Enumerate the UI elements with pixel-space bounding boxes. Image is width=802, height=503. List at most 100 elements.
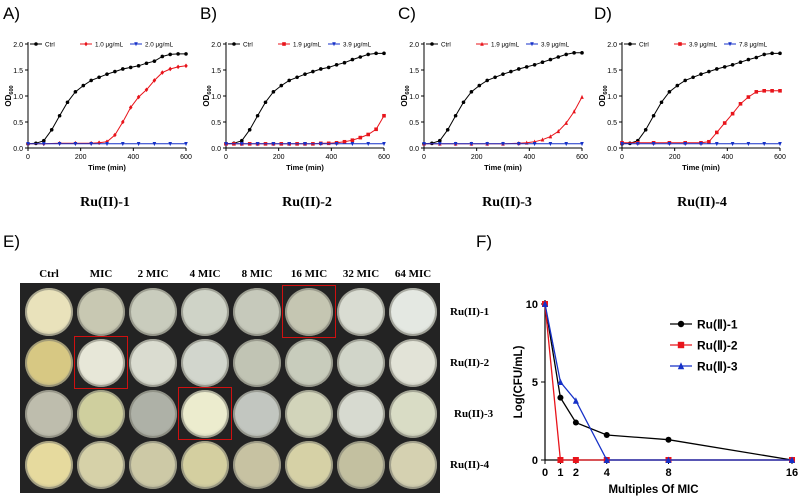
data-point	[564, 52, 568, 57]
agar-plate	[389, 390, 437, 438]
legend-marker	[232, 42, 236, 46]
data-point	[754, 90, 759, 94]
data-point	[168, 52, 172, 57]
legend-marker	[332, 42, 336, 47]
y-tick-label: 1.0	[607, 94, 617, 101]
data-point	[683, 142, 687, 147]
data-point	[224, 142, 228, 147]
data-point	[746, 142, 751, 147]
x-axis-label: Time (min)	[682, 163, 720, 172]
x-axis-label: Time (min)	[286, 163, 324, 172]
data-point	[350, 57, 355, 62]
legend-marker	[677, 362, 685, 370]
data-point	[699, 142, 703, 147]
highlight-box	[178, 387, 232, 440]
data-point	[683, 78, 687, 83]
agar-plate	[285, 441, 333, 489]
data-point	[556, 55, 561, 59]
data-point	[152, 142, 157, 147]
agar-plate	[285, 339, 333, 387]
agar-plate	[25, 441, 73, 489]
series-line	[424, 96, 583, 145]
data-point	[311, 69, 315, 74]
data-point	[65, 100, 70, 105]
data-point	[319, 142, 323, 147]
y-tick-label: 0.5	[13, 120, 23, 127]
panel-letter-c: C)	[398, 4, 416, 23]
agar-plate	[77, 390, 125, 438]
data-point	[42, 142, 46, 147]
data-point	[557, 394, 564, 401]
legend-marker	[34, 42, 38, 46]
data-point	[358, 135, 363, 140]
data-point	[540, 137, 545, 142]
agar-plate	[337, 288, 385, 336]
x-tick-label: 600	[774, 154, 786, 161]
y-axis-label: OD600	[598, 85, 609, 106]
x-axis-label: Multiples Of MIC	[608, 484, 698, 496]
x-tick-label: 400	[721, 154, 733, 161]
panel-letter-f: F)	[476, 232, 493, 251]
legend-marker	[628, 42, 632, 46]
x-tick-label: 0	[542, 467, 548, 479]
data-point	[580, 94, 584, 99]
y-tick-label: 1.0	[211, 94, 221, 101]
data-point	[493, 75, 497, 80]
data-point	[556, 129, 561, 134]
series-line	[544, 303, 793, 461]
data-point	[350, 142, 355, 147]
agar-plate	[25, 339, 73, 387]
agar-plate	[181, 390, 229, 438]
data-point	[184, 52, 188, 56]
y-tick-label: 1.5	[13, 68, 23, 75]
y-axis-label-subscript: 600	[603, 85, 609, 94]
data-point	[572, 419, 579, 426]
y-tick-label: 0.5	[409, 120, 419, 127]
legend-marker	[134, 42, 138, 47]
highlight-box	[282, 285, 336, 338]
y-axis-label: Log(CFU/mL)	[513, 345, 525, 418]
legend-marker	[430, 42, 434, 46]
x-tick-label: 200	[75, 154, 87, 161]
data-point	[168, 66, 172, 72]
caption-a: Ru(II)-1	[80, 195, 130, 210]
data-point	[485, 78, 489, 83]
x-tick-label: 200	[669, 154, 681, 161]
data-point	[564, 120, 568, 125]
agar-plate	[285, 390, 333, 438]
data-point	[303, 72, 307, 76]
legend-marker	[678, 42, 682, 46]
plate-column-header: 4 MIC	[189, 268, 221, 280]
x-tick-label: 2	[573, 467, 579, 479]
y-axis-label-subscript: 600	[405, 85, 411, 94]
data-point	[160, 70, 165, 75]
panel-letter-b: B)	[200, 4, 217, 23]
data-point	[382, 51, 386, 56]
data-point	[636, 142, 640, 147]
data-point	[334, 63, 339, 67]
y-tick-label: 0.0	[211, 146, 221, 153]
data-point	[453, 113, 458, 118]
data-point	[168, 142, 172, 147]
growth-chart-b: 0.0 0.5 1.0 1.5 2.0 0 200 400 600 Time (min) OD600…	[202, 42, 390, 173]
data-point	[382, 142, 386, 147]
data-point	[675, 83, 680, 88]
legend-marker	[677, 341, 685, 349]
data-point	[754, 55, 759, 60]
agar-plate	[337, 339, 385, 387]
data-point	[707, 69, 711, 74]
legend-label: 3.9 μg/mL	[689, 42, 718, 49]
data-point	[707, 139, 711, 144]
data-point	[287, 78, 291, 83]
data-point	[97, 140, 101, 146]
data-point	[620, 142, 624, 147]
data-point	[501, 72, 505, 76]
data-point	[651, 113, 656, 118]
agar-plate	[337, 390, 385, 438]
series-line	[544, 303, 792, 461]
plate-column-header: 64 MIC	[394, 268, 432, 280]
data-point	[762, 52, 766, 57]
data-point	[105, 72, 109, 76]
series-line	[544, 303, 792, 461]
y-tick-label: 1.5	[607, 68, 617, 75]
